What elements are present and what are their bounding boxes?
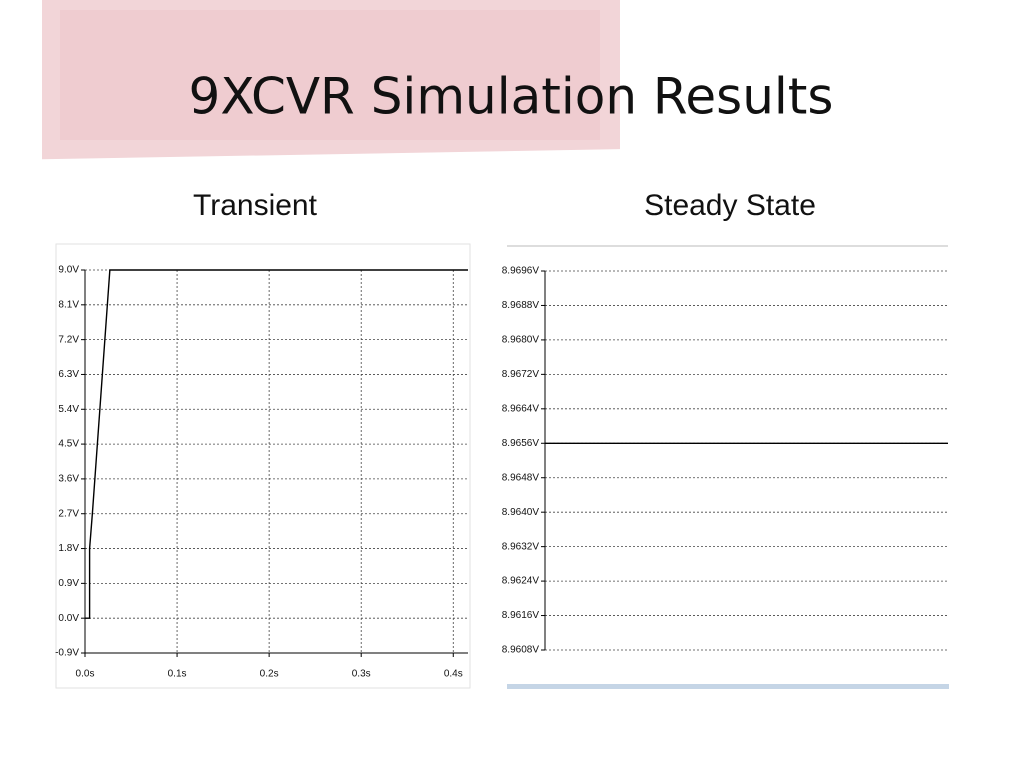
y-tick-label: 8.9616V xyxy=(502,610,540,621)
y-tick-label: 8.9632V xyxy=(502,541,540,552)
y-tick-label: 1.8V xyxy=(58,543,79,554)
y-tick-label: -0.9V xyxy=(55,648,79,659)
y-tick-label: 6.3V xyxy=(58,369,79,380)
y-tick-label: 8.9624V xyxy=(502,576,540,587)
x-tick-label: 0.3s xyxy=(352,669,371,680)
x-tick-label: 0.2s xyxy=(260,669,279,680)
title-brush-inner xyxy=(60,10,600,140)
y-tick-label: 8.9656V xyxy=(502,438,540,449)
series-line xyxy=(85,269,468,619)
y-tick-label: 8.9688V xyxy=(502,300,540,311)
y-tick-label: 5.4V xyxy=(58,404,79,415)
chart-title: Steady State xyxy=(644,189,816,222)
chart-frame xyxy=(55,243,471,689)
y-tick-label: 8.9664V xyxy=(502,403,540,414)
chart-title: Transient xyxy=(193,189,318,222)
y-tick-label: 4.5V xyxy=(58,439,79,450)
x-tick-label: 0.1s xyxy=(168,669,187,680)
y-tick-label: 8.9608V xyxy=(502,645,540,656)
y-tick-label: 3.6V xyxy=(58,474,79,485)
y-tick-label: 8.9648V xyxy=(502,472,540,483)
y-tick-label: 9.0V xyxy=(58,265,79,276)
y-tick-label: 0.9V xyxy=(58,578,79,589)
x-tick-label: 0.4s xyxy=(444,669,463,680)
x-tick-label: 0.0s xyxy=(76,669,95,680)
y-tick-label: 2.7V xyxy=(58,508,79,519)
y-tick-label: 8.9640V xyxy=(502,507,540,518)
y-tick-label: 8.9696V xyxy=(502,266,540,277)
y-tick-label: 7.2V xyxy=(58,334,79,345)
slide-title: 9XCVR Simulation Results xyxy=(189,68,834,126)
y-tick-label: 8.1V xyxy=(58,299,79,310)
frame-bottom xyxy=(507,684,949,689)
y-tick-label: 8.9680V xyxy=(502,335,540,346)
y-tick-label: 8.9672V xyxy=(502,369,540,380)
y-tick-label: 0.0V xyxy=(58,613,79,624)
